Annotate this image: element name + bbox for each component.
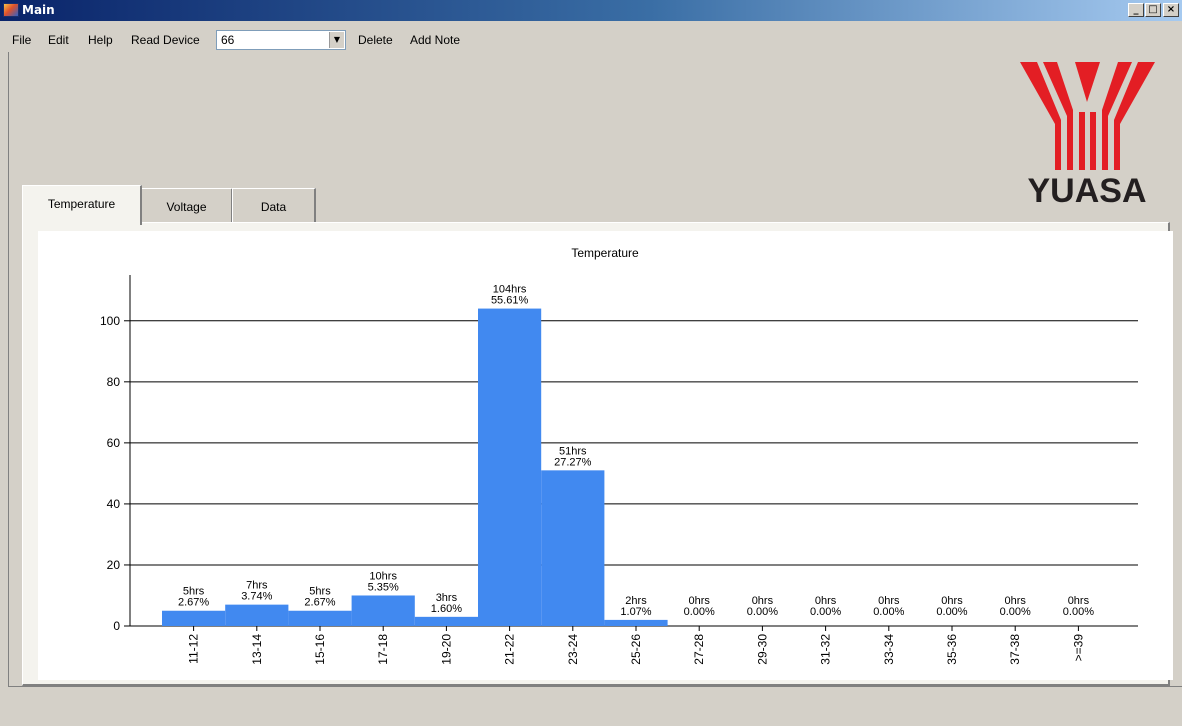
bar-label-hours: 51hrs [559, 445, 587, 457]
bar [604, 619, 668, 626]
bar-label-hours: 10hrs [369, 570, 397, 582]
bar-label-hours: 0hrs [941, 595, 963, 607]
minimize-button[interactable]: _ [1128, 3, 1144, 17]
x-tick-label: 27-28 [692, 634, 706, 665]
y-tick-label: 0 [113, 619, 120, 633]
chart-svg: Temperature0204060801005hrs2.67%11-127hr… [100, 246, 1138, 665]
tab-data[interactable]: Data [232, 188, 316, 224]
close-button[interactable]: × [1163, 3, 1179, 17]
menu-help[interactable]: Help [88, 33, 113, 47]
bar-label-percent: 0.00% [747, 606, 778, 618]
menu-delete[interactable]: Delete [358, 33, 393, 47]
bar-label-percent: 3.74% [241, 591, 272, 603]
chevron-down-icon[interactable]: ▼ [329, 32, 344, 48]
bar-label-percent: 0.00% [936, 606, 967, 618]
bar-label-hours: 0hrs [878, 595, 900, 607]
bar-label-percent: 0.00% [873, 606, 904, 618]
x-tick-label: 11-12 [187, 634, 201, 664]
x-tick-label: 21-22 [503, 634, 517, 665]
bar-label-percent: 0.00% [684, 606, 715, 618]
x-tick-label: 33-34 [882, 634, 896, 665]
menu-edit[interactable]: Edit [48, 33, 69, 47]
bar [288, 610, 352, 626]
bar-label-hours: 0hrs [815, 595, 837, 607]
y-tick-label: 60 [107, 436, 121, 450]
menu-add-note[interactable]: Add Note [410, 33, 461, 47]
bar-label-hours: 104hrs [493, 284, 527, 296]
menu-read-device[interactable]: Read Device [131, 33, 200, 47]
bar-label-percent: 0.00% [1000, 606, 1031, 618]
y-tick-label: 80 [107, 375, 121, 389]
bar [414, 616, 478, 626]
menu-file[interactable]: File [12, 33, 32, 47]
bar [351, 595, 415, 626]
x-tick-label: 25-26 [629, 634, 643, 665]
bar [478, 308, 542, 626]
temperature-chart: Temperature 0 20 40 60 80 100 5hrs 2.67% 11-12 7hr… [38, 231, 1173, 680]
x-tick-label: 29-30 [755, 634, 769, 665]
y-tick-label: 100 [100, 314, 120, 328]
status-bar [8, 686, 1182, 726]
x-tick-label: 15-16 [313, 634, 327, 665]
window-title: Main [22, 3, 55, 17]
chart-title: Temperature [571, 246, 639, 260]
bar-label-percent: 2.67% [304, 597, 335, 609]
bar-label-percent: 2.67% [178, 597, 209, 609]
app-icon [3, 3, 19, 17]
x-tick-label: 17-18 [376, 634, 390, 665]
bar-label-hours: 5hrs [309, 586, 331, 598]
bar-label-hours: 0hrs [688, 595, 710, 607]
bar-label-percent: 0.00% [810, 606, 841, 618]
yuasa-logo: YUASA [1015, 60, 1160, 210]
x-tick-label: 37-38 [1008, 634, 1022, 665]
x-tick-label: 13-14 [250, 634, 264, 665]
menu-bar: File Edit Help Read Device Delete Add No… [0, 28, 1182, 52]
bar-label-percent: 5.35% [368, 581, 399, 593]
bar-label-hours: 5hrs [183, 586, 205, 598]
bar-label-hours: 7hrs [246, 580, 268, 592]
y-tick-label: 20 [107, 558, 121, 572]
bar [541, 470, 605, 626]
bar-label-hours: 2hrs [625, 595, 647, 607]
bar-label-percent: 1.60% [431, 603, 462, 615]
bar-label-percent: 55.61% [491, 295, 529, 307]
x-tick-label: >=39 [1071, 634, 1085, 662]
bar [162, 610, 226, 626]
bar-label-hours: 0hrs [1068, 595, 1090, 607]
bar [225, 604, 289, 626]
x-tick-label: 31-32 [819, 634, 833, 665]
tab-temperature[interactable]: Temperature [22, 185, 142, 225]
device-select-value: 66 [221, 33, 235, 47]
bar-label-percent: 27.27% [554, 456, 592, 468]
bar-label-percent: 0.00% [1063, 606, 1094, 618]
maximize-button[interactable]: □ [1145, 3, 1161, 17]
device-select[interactable]: 66 ▼ [216, 30, 346, 50]
x-tick-label: 23-24 [566, 634, 580, 665]
bar-label-hours: 0hrs [1004, 595, 1026, 607]
window-border [8, 52, 9, 687]
title-bar: Main _ □ × [0, 0, 1182, 21]
bar-label-hours: 3hrs [436, 592, 458, 604]
x-tick-label: 35-36 [945, 634, 959, 665]
bar-label-hours: 0hrs [752, 595, 774, 607]
x-tick-label: 19-20 [439, 634, 453, 665]
svg-text:YUASA: YUASA [1027, 172, 1146, 210]
tab-voltage[interactable]: Voltage [141, 188, 233, 224]
bar-label-percent: 1.07% [620, 606, 651, 618]
y-tick-label: 40 [107, 497, 121, 511]
